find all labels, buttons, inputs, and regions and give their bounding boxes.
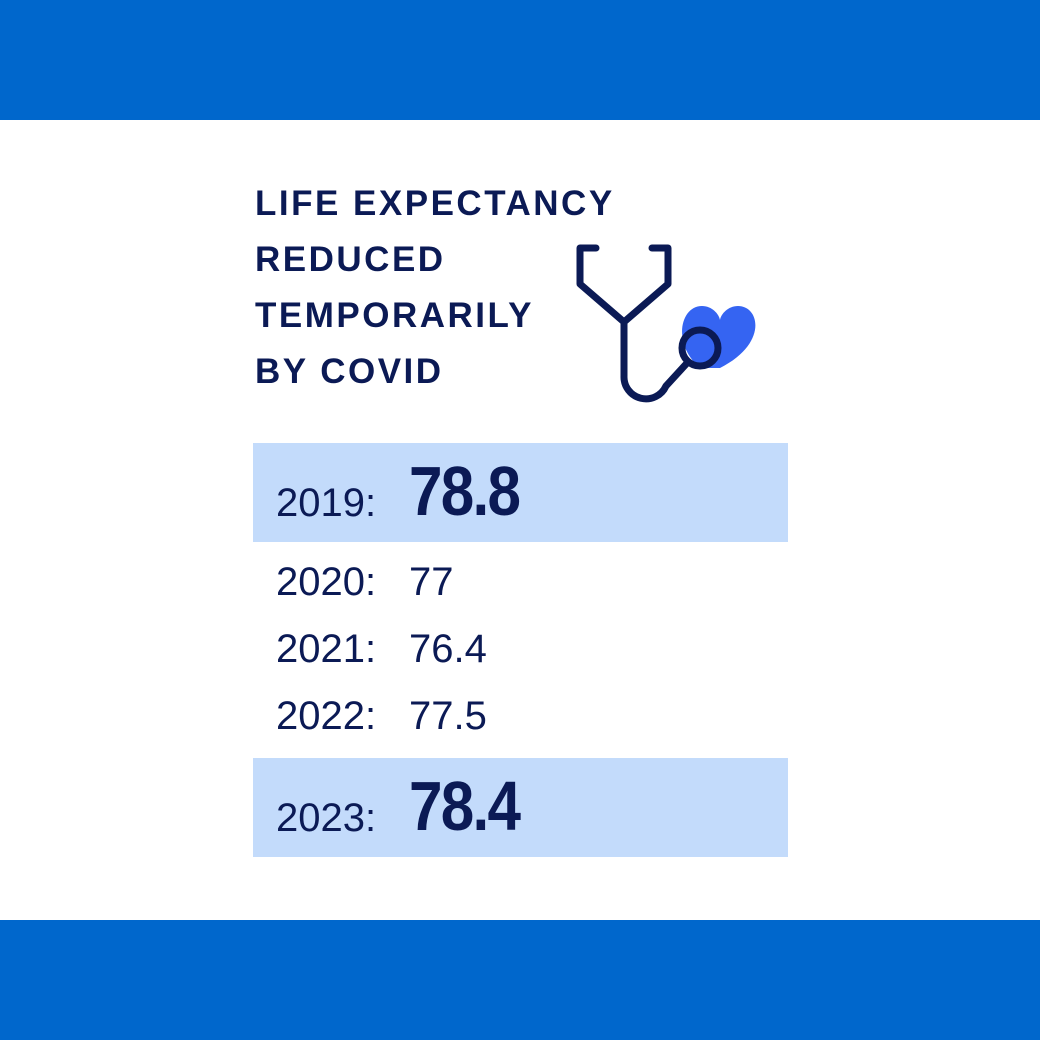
title-line: REDUCED [255, 240, 446, 279]
year-label: 2019: [276, 481, 377, 525]
life-expectancy-value: 76.4 [409, 627, 487, 671]
row-2023: 2023: 78.4 [253, 758, 788, 857]
heart-shape [682, 306, 756, 368]
infographic-title: LIFE EXPECTANCY REDUCED TEMPORARILY BY C… [255, 176, 615, 400]
title-line: TEMPORARILY [255, 296, 535, 335]
stethoscope-tubes [576, 244, 692, 403]
bottom-banner [0, 920, 1040, 1040]
row-2019: 2019: 78.8 [253, 443, 788, 542]
top-banner [0, 0, 1040, 120]
title-line: BY COVID [255, 352, 444, 391]
life-expectancy-value: 77 [409, 560, 454, 604]
year-label: 2020: [276, 560, 377, 604]
life-expectancy-value: 77.5 [409, 694, 487, 738]
stethoscope-heart-icon [576, 244, 756, 403]
life-expectancy-value: 78.8 [409, 452, 521, 530]
life-expectancy-value: 78.4 [409, 767, 521, 845]
year-label: 2023: [276, 796, 377, 840]
year-label: 2022: [276, 694, 377, 738]
chestpiece [678, 326, 722, 370]
title-line: LIFE EXPECTANCY [255, 184, 615, 223]
year-label: 2021: [276, 627, 377, 671]
